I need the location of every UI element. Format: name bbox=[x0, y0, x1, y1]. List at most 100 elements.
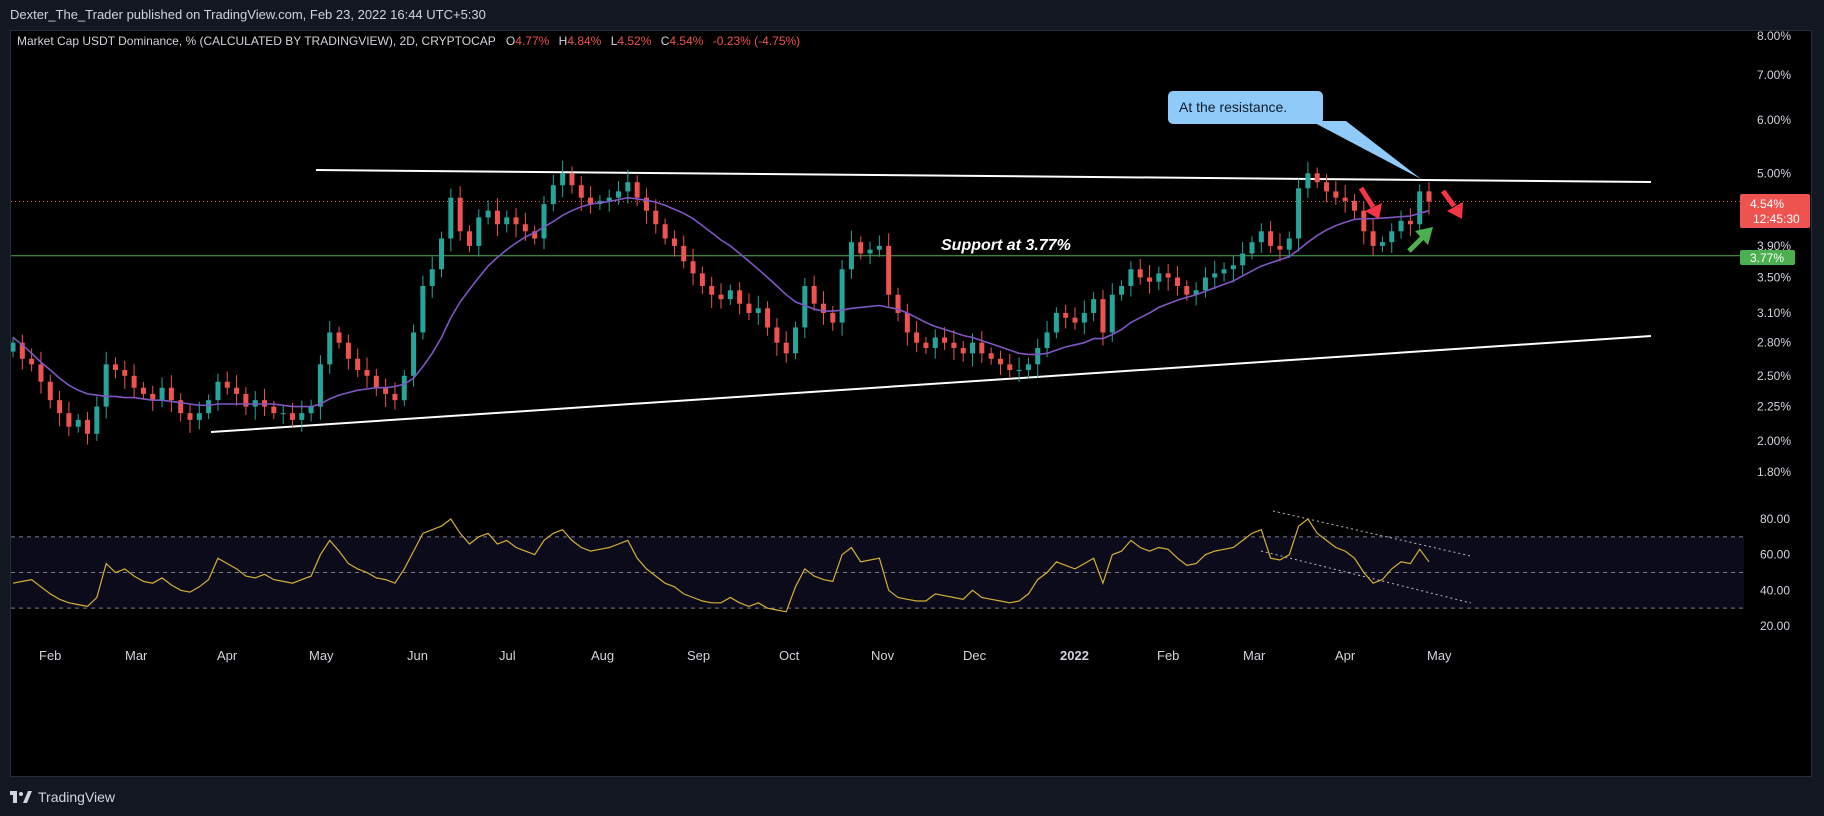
candle bbox=[1016, 357, 1022, 382]
candle bbox=[448, 188, 454, 252]
candle bbox=[1025, 357, 1031, 379]
price-axis-tick: 3.50% bbox=[1757, 271, 1791, 285]
candle bbox=[578, 176, 584, 211]
candle bbox=[1081, 300, 1087, 335]
candle bbox=[94, 396, 100, 441]
candle bbox=[765, 301, 771, 336]
candle bbox=[187, 403, 193, 434]
rsi-line bbox=[12, 518, 1430, 613]
time-axis-tick: 2022 bbox=[1060, 648, 1089, 663]
candle bbox=[1174, 266, 1180, 296]
candle bbox=[401, 370, 407, 407]
candle bbox=[923, 336, 929, 354]
candle bbox=[932, 329, 938, 359]
candle bbox=[327, 320, 333, 374]
price-axis-tick: 8.00% bbox=[1757, 31, 1791, 43]
candle bbox=[466, 225, 472, 252]
candle bbox=[1258, 223, 1264, 253]
candles-layer bbox=[10, 160, 1432, 445]
candle bbox=[224, 371, 230, 395]
tradingview-logo[interactable]: TradingView bbox=[10, 788, 115, 806]
candle bbox=[150, 385, 156, 411]
candle bbox=[103, 351, 109, 419]
rsi-axis[interactable]: 80.00 60.00 40.00 20.00 bbox=[1760, 512, 1790, 633]
candle bbox=[1296, 179, 1302, 252]
candle bbox=[718, 283, 724, 309]
red-arrow-down-2 bbox=[1440, 189, 1463, 219]
price-axis-tick: 2.00% bbox=[1757, 434, 1791, 448]
time-axis-tick: Mar bbox=[1243, 648, 1266, 663]
candle bbox=[1389, 223, 1395, 253]
candle bbox=[1324, 174, 1330, 203]
rsi-panel bbox=[11, 536, 1744, 609]
candle bbox=[1314, 167, 1320, 189]
candle bbox=[1165, 264, 1171, 291]
callout-pointer bbox=[1311, 121, 1421, 179]
candle bbox=[1156, 266, 1162, 291]
price-axis-tick: 5.00% bbox=[1757, 166, 1791, 180]
rsi-channel-upper[interactable] bbox=[1272, 510, 1472, 557]
candle bbox=[951, 330, 957, 360]
candle bbox=[820, 291, 826, 325]
candle bbox=[783, 331, 789, 363]
candle bbox=[755, 295, 761, 325]
legend: Market Cap USDT Dominance, % (CALCULATED… bbox=[17, 34, 800, 48]
chart-frame[interactable]: Support at 3.77% At the resistance. Mark… bbox=[10, 29, 1812, 777]
candle bbox=[643, 188, 649, 224]
candle bbox=[1268, 220, 1274, 253]
callout-box[interactable] bbox=[1168, 91, 1323, 124]
candle bbox=[122, 360, 128, 389]
green-arrow-up bbox=[1407, 227, 1433, 253]
chart-canvas[interactable]: Support at 3.77% At the resistance. Mark… bbox=[10, 29, 1811, 776]
candle bbox=[1417, 184, 1423, 233]
rsi-axis-tick: 40.00 bbox=[1760, 583, 1790, 597]
time-axis-tick: Jul bbox=[499, 648, 516, 663]
support-tag bbox=[1740, 250, 1795, 265]
candle bbox=[196, 401, 202, 430]
rsi-axis-tick: 80.00 bbox=[1760, 512, 1790, 526]
candle bbox=[1379, 236, 1385, 252]
time-axis-tick: Jun bbox=[407, 648, 428, 663]
candle bbox=[75, 414, 81, 433]
time-axis[interactable]: Feb Mar Apr May Jun Jul Aug Sep Oct Nov Dec 2022 Feb… bbox=[39, 648, 1452, 663]
tradingview-brand: TradingView bbox=[38, 789, 116, 805]
candle bbox=[1286, 231, 1292, 258]
candle bbox=[476, 209, 482, 257]
price-axis-tick: 6.00% bbox=[1757, 113, 1791, 127]
candle bbox=[550, 174, 556, 212]
candle bbox=[1119, 280, 1125, 301]
candle bbox=[262, 388, 268, 417]
price-axis-tick: 2.50% bbox=[1757, 369, 1791, 383]
candle bbox=[364, 357, 370, 388]
candle bbox=[494, 198, 500, 237]
candle bbox=[914, 320, 920, 353]
candle bbox=[19, 334, 25, 370]
candle bbox=[1342, 185, 1348, 213]
candle bbox=[1361, 201, 1367, 245]
candle bbox=[522, 212, 528, 241]
time-axis-tick: Oct bbox=[779, 648, 800, 663]
candle bbox=[1053, 307, 1059, 339]
resistance-trendline[interactable] bbox=[315, 169, 1652, 183]
candle bbox=[1277, 233, 1283, 262]
candle bbox=[1035, 338, 1041, 378]
rsi-channel-lower[interactable] bbox=[1260, 550, 1472, 604]
candle bbox=[1305, 161, 1311, 198]
candle bbox=[140, 381, 146, 400]
candle bbox=[746, 293, 752, 321]
candle bbox=[215, 373, 221, 411]
candle bbox=[681, 235, 687, 269]
price-axis[interactable]: 8.00% 7.00% 6.00% 5.00% 3.90% 3.50% 3.10% 2.80%… bbox=[1757, 29, 1791, 479]
candle bbox=[1109, 283, 1115, 342]
candle bbox=[168, 375, 174, 413]
candle bbox=[532, 225, 538, 245]
candle bbox=[252, 390, 258, 420]
price-axis-tick: 1.80% bbox=[1757, 465, 1791, 479]
candle bbox=[439, 231, 445, 278]
candle bbox=[178, 393, 184, 422]
price-tag bbox=[1740, 194, 1810, 228]
support-trendline[interactable] bbox=[210, 335, 1652, 433]
price-axis-tick: 3.90% bbox=[1757, 239, 1791, 253]
time-axis-tick: Aug bbox=[591, 648, 614, 663]
time-axis-tick: Nov bbox=[871, 648, 895, 663]
